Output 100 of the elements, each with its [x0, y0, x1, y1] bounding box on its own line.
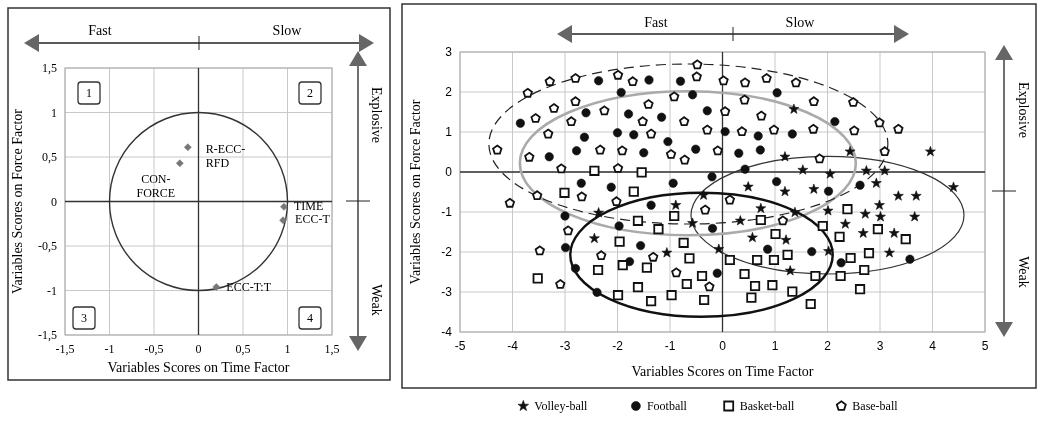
point [884, 247, 895, 258]
point [739, 268, 750, 280]
point [810, 270, 821, 282]
point [280, 203, 288, 211]
y-tick-label: 0 [445, 165, 453, 179]
point [661, 247, 673, 258]
text: Explosive [1015, 82, 1031, 138]
point [560, 211, 570, 221]
y-tick-label: 1 [51, 105, 57, 120]
point [665, 149, 677, 159]
point [561, 243, 571, 253]
point [504, 197, 515, 208]
point [875, 211, 886, 222]
point [724, 194, 735, 205]
point [692, 59, 703, 70]
point [782, 249, 793, 260]
point [636, 167, 647, 178]
point [611, 196, 622, 207]
point [581, 108, 591, 118]
point [788, 103, 800, 114]
point [556, 163, 567, 174]
point [780, 234, 792, 245]
point [666, 290, 677, 301]
point [874, 199, 885, 210]
point [599, 105, 610, 116]
point [684, 253, 695, 264]
text: Fast [644, 14, 668, 30]
point [670, 199, 682, 210]
y-axis-title: Variables Scores on Force Factor [408, 99, 423, 285]
point [824, 186, 834, 196]
point [663, 137, 673, 147]
point [594, 76, 604, 86]
legend-label: Football [646, 399, 688, 413]
point [755, 145, 765, 155]
point [739, 94, 750, 105]
point [576, 178, 586, 188]
point [857, 227, 869, 238]
point [636, 241, 646, 251]
point [859, 264, 870, 276]
point [713, 243, 725, 254]
x-tick-label: -2 [612, 339, 624, 353]
point [822, 205, 834, 216]
y-axis-title: Variables Scores on Force Factor [10, 108, 25, 295]
x-axis-title: Variables Scores on Time Factor [631, 364, 814, 379]
point [712, 268, 722, 278]
point [888, 227, 900, 238]
x-tick-label: -1 [104, 342, 115, 356]
point [614, 221, 624, 231]
point [679, 116, 690, 127]
point [644, 75, 654, 85]
x-tick-label: 2 [824, 339, 832, 353]
y-tick-label: -4 [441, 325, 453, 339]
point [790, 77, 802, 88]
point [808, 123, 819, 134]
point [712, 145, 723, 156]
point [767, 280, 778, 291]
point [592, 287, 602, 297]
point [768, 124, 780, 135]
point [770, 228, 781, 240]
point [925, 146, 936, 157]
x-tick-label: -1 [664, 339, 676, 353]
point [696, 270, 708, 282]
point [679, 154, 690, 165]
point [624, 109, 634, 119]
point [176, 159, 184, 168]
point [840, 218, 851, 229]
point [823, 245, 834, 256]
y-tick-label: 0 [51, 194, 57, 209]
x-tick-label: 3 [876, 339, 884, 353]
point [808, 183, 820, 194]
point [632, 215, 644, 226]
point [687, 217, 698, 228]
x-tick-label: 0 [195, 342, 202, 356]
x-tick-label: 1,5 [324, 342, 340, 356]
annotation: 2 [307, 86, 313, 100]
point [779, 186, 791, 197]
point [720, 106, 731, 117]
point [910, 190, 922, 201]
point [579, 132, 589, 142]
point [814, 153, 825, 164]
x-tick-label: -3 [559, 339, 571, 353]
point [641, 262, 652, 273]
point [948, 181, 959, 192]
point [772, 88, 782, 98]
y-tick-label: -1 [47, 283, 57, 298]
point [735, 215, 746, 226]
point [784, 265, 796, 276]
point [824, 168, 836, 179]
x-tick-label: -5 [454, 339, 466, 353]
point [532, 190, 543, 201]
point [614, 236, 625, 247]
point [492, 144, 503, 155]
point [613, 128, 622, 138]
point [797, 164, 809, 175]
point [596, 250, 607, 261]
point [617, 145, 628, 156]
y-tick-label: 1 [445, 125, 453, 139]
point [909, 211, 920, 222]
point [515, 118, 525, 128]
point [855, 180, 865, 190]
